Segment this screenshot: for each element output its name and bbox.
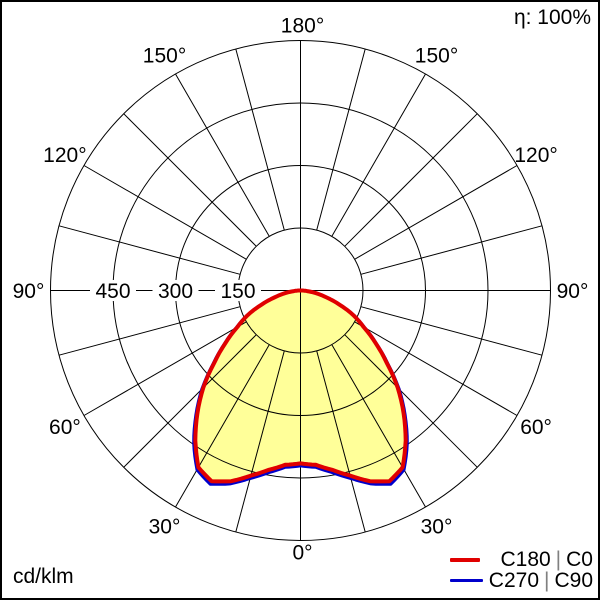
ring-label-300: 300: [158, 280, 193, 303]
legend-label-c270-c90: C270 | C90: [489, 569, 593, 593]
ring-label-gap: [152, 280, 199, 301]
legend-line-red: [450, 557, 481, 562]
legend-item-c180-c0: C180 | C0: [450, 548, 593, 572]
grid-spoke-345: [235, 350, 285, 533]
grid-spoke-75: [360, 306, 543, 356]
legend-label-left: C180: [500, 547, 551, 571]
angle-label-0: 0°: [292, 542, 312, 565]
curve-c180-c0: [193, 288, 408, 484]
grid-spoke-210: [175, 73, 270, 237]
grid-spoke-15: [316, 350, 366, 533]
angle-label-120: 120°: [514, 144, 557, 167]
grid-spoke-315: [123, 334, 257, 468]
angle-label-150: 150°: [415, 44, 458, 67]
grid-spoke-255: [58, 225, 241, 275]
grid-spoke-240: [83, 165, 247, 260]
grid-spoke-120: [354, 165, 518, 260]
angle-label-30: 30°: [421, 516, 453, 539]
legend: C180 | C0 C270 | C90: [449, 548, 593, 593]
grid-spoke-150: [331, 73, 426, 237]
angle-label-60: 60°: [520, 416, 552, 439]
legend-separator: |: [555, 547, 562, 571]
grid-spoke-285: [58, 306, 241, 356]
unit-label: cd/klm: [13, 565, 74, 588]
angle-label-90: 90°: [13, 280, 45, 303]
grid-spoke-60: [354, 321, 518, 416]
legend-label-right: C0: [566, 547, 593, 571]
legend-separator: |: [544, 568, 550, 592]
angle-label-180: 180°: [281, 15, 324, 38]
grid-spoke-105: [360, 225, 543, 275]
grid-spoke-225: [123, 113, 257, 247]
grid-spoke-30: [331, 344, 426, 508]
efficiency-label: η: 100%: [513, 6, 591, 29]
grid-spoke-165: [316, 48, 366, 231]
ring-label-gap: [215, 280, 261, 301]
grid-spoke-135: [344, 113, 478, 247]
grid-spoke-300: [83, 321, 247, 416]
angle-label-90: 90°: [557, 280, 589, 303]
angle-label-150: 150°: [143, 44, 186, 67]
ring-label-450: 450: [95, 280, 130, 303]
ring-label-gap: [90, 280, 136, 301]
legend-item-c270-c90: C270 | C90: [449, 569, 593, 593]
legend-label-left: C270: [488, 568, 539, 592]
polar-grid: [50, 40, 551, 541]
ring-label-150: 150: [220, 280, 255, 303]
legend-label-right: C90: [554, 568, 593, 592]
grid-spoke-330: [175, 344, 270, 508]
angle-label-60: 60°: [49, 416, 81, 439]
legend-line-blue: [449, 579, 483, 582]
angle-label-120: 120°: [43, 144, 86, 167]
grid-spoke-195: [235, 48, 285, 231]
grid-spoke-45: [344, 334, 478, 468]
legend-label-c180-c0: C180 | C0: [500, 548, 593, 572]
angle-label-30: 30°: [149, 516, 181, 539]
